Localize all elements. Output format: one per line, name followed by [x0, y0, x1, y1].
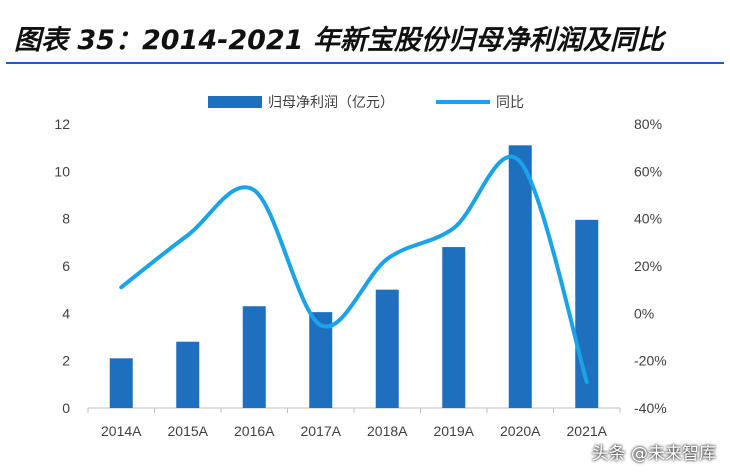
bar-2017A — [309, 312, 333, 408]
bar-2019A — [442, 247, 466, 408]
y-left-tick-label: 8 — [62, 211, 70, 227]
bar-2015A — [176, 341, 200, 408]
y-right-tick-label: -20% — [634, 353, 667, 369]
x-tick-label: 2019A — [434, 423, 475, 439]
x-tick-label: 2021A — [567, 423, 608, 439]
watermark: 头条 @未来智库 — [591, 444, 716, 464]
y-left-tick-label: 4 — [62, 305, 70, 321]
chart-title: 图表 35：2014-2021 年新宝股份归母净利润及同比 — [14, 25, 664, 56]
y-right-tick-label: 20% — [634, 258, 662, 274]
bar-2014A — [109, 358, 133, 408]
y-right-tick-label: 80% — [634, 116, 662, 132]
x-tick-label: 2014A — [101, 423, 142, 439]
bar-2020A — [508, 145, 532, 409]
yoy-line — [119, 154, 589, 384]
x-tick-label: 2017A — [301, 423, 342, 439]
legend-line-label: 同比 — [496, 95, 524, 111]
y-right-tick-label: -40% — [634, 400, 667, 416]
legend-bar-label: 归母净利润（亿元） — [268, 94, 394, 111]
y-left-tick-label: 6 — [62, 258, 70, 274]
x-tick-label: 2020A — [500, 423, 541, 439]
y-left-tick-label: 0 — [62, 400, 70, 416]
bar-2018A — [375, 289, 399, 408]
y-right-tick-label: 0% — [634, 305, 654, 321]
x-tick-label: 2015A — [168, 423, 209, 439]
y-left-tick-label: 10 — [54, 163, 70, 179]
y-right-tick-label: 60% — [634, 163, 662, 179]
x-tick-label: 2018A — [367, 423, 408, 439]
bar-2016A — [242, 306, 266, 408]
x-tick-label: 2016A — [234, 423, 275, 439]
title-underline — [6, 62, 724, 64]
y-left-tick-label: 12 — [54, 116, 70, 132]
legend-bar-swatch — [208, 96, 262, 108]
y-left-tick-label: 2 — [62, 353, 70, 369]
title-bar: 图表 35：2014-2021 年新宝股份归母净利润及同比 — [0, 0, 730, 64]
y-right-tick-label: 40% — [634, 211, 662, 227]
